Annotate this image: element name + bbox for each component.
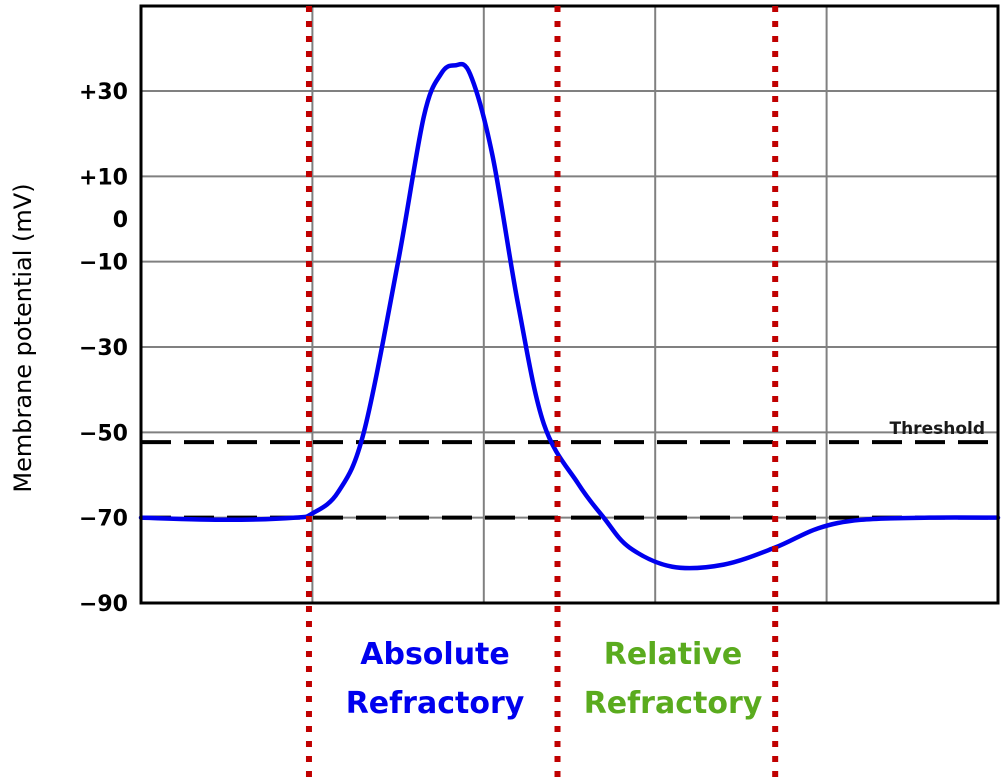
absolute-refractory-label-line1: Absolute [360, 637, 510, 672]
reference-lines [141, 440, 998, 520]
y-tick-label: −10 [79, 251, 128, 276]
y-axis-label: Membrane potential (mV) [9, 183, 37, 492]
y-tick-label: −70 [79, 507, 128, 532]
y-tick-label: −90 [79, 592, 128, 617]
y-tick-label: +30 [79, 80, 128, 105]
plot-frame [139, 4, 1000, 605]
y-tick-label: −50 [79, 421, 128, 446]
y-tick-label: +10 [79, 165, 128, 190]
action-potential-curve [138, 61, 1001, 571]
y-tick-label: −30 [79, 336, 128, 361]
relative-refractory-label-line2: Refractory [584, 686, 763, 721]
grid-lines [141, 6, 998, 603]
threshold-label: Threshold [889, 419, 985, 439]
absolute-refractory-label-line2: Refractory [346, 686, 525, 721]
relative-refractory-label-line1: Relative [604, 637, 743, 672]
y-tick-label: 0 [113, 208, 128, 233]
y-axis-ticks: +30 +10 0 −10 −30 −50 −70 −90 [79, 80, 128, 617]
